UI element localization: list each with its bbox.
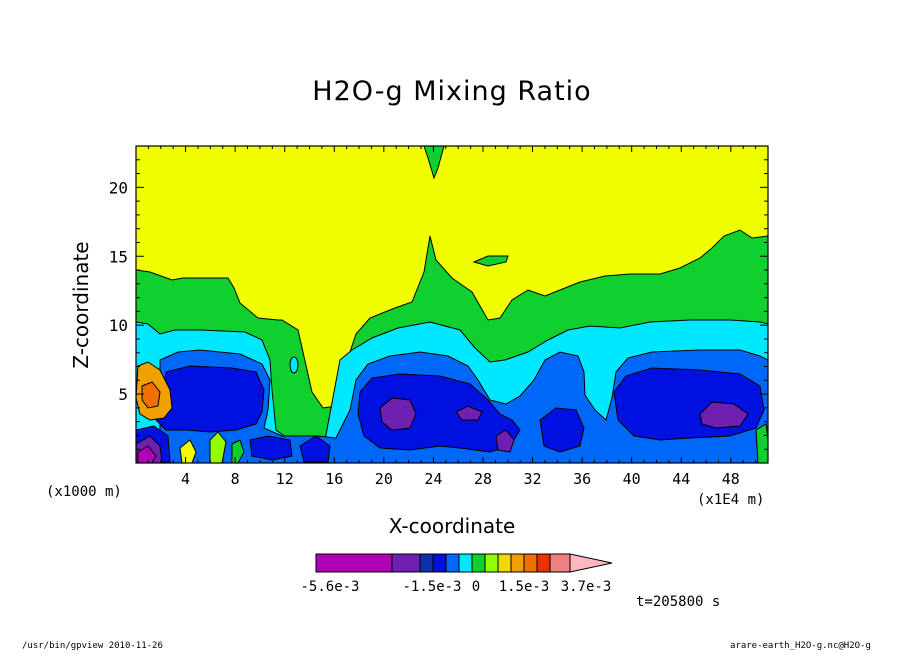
colorbar-cell	[445, 553, 460, 573]
field-darkblue-3	[539, 407, 585, 453]
y-tick-label: 15	[109, 247, 128, 266]
x-tick-label: 4	[181, 470, 190, 488]
x-tick-label: 40	[623, 470, 641, 488]
x-tick-label: 24	[424, 470, 442, 488]
colorbar-label: 3.7e-3	[561, 579, 612, 595]
x-scale-label: (x1E4 m)	[697, 492, 765, 508]
field-cyan-small	[289, 356, 299, 374]
field-green-blob	[472, 255, 509, 267]
field-speck-4	[755, 423, 768, 463]
colorbar	[315, 553, 613, 573]
footer-left: /usr/bin/gpview 2010-11-26	[22, 641, 163, 651]
colorbar-label: -5.6e-3	[300, 579, 359, 595]
x-unit-label: (x1000 m)	[46, 484, 122, 500]
y-tick-label: 5	[118, 385, 128, 404]
field-purple-6	[137, 445, 157, 463]
colorbar-cell	[458, 553, 473, 573]
field-purple-4	[699, 401, 749, 429]
chart-title: H2O-g Mixing Ratio	[312, 76, 592, 107]
footer-right: arare-earth_H2O-g.nc@H2O-g	[730, 641, 871, 651]
colorbar-cell	[523, 553, 538, 573]
time-label: t=205800 s	[636, 594, 721, 610]
x-tick-label: 44	[672, 470, 690, 488]
colorbar-cell	[419, 553, 434, 573]
colorbar-cell	[536, 553, 551, 573]
colorbar-arrow	[569, 553, 613, 573]
x-tick-label: 16	[325, 470, 343, 488]
y-axis-label: Z-coordinate	[69, 241, 93, 369]
x-axis-label: X-coordinate	[388, 514, 516, 538]
x-tick-label: 20	[375, 470, 393, 488]
plot-frame	[135, 145, 769, 464]
field-green-top	[423, 146, 445, 180]
colorbar-label: 0	[472, 579, 480, 595]
x-tick-label: 8	[231, 470, 240, 488]
colorbar-cell	[497, 553, 512, 573]
field-speck-1	[209, 431, 227, 463]
field-purple-3	[495, 429, 515, 453]
field-darkblue-2	[357, 373, 521, 453]
colorbar-label: -1.5e-3	[402, 579, 461, 595]
colorbar-cell	[471, 553, 486, 573]
field-darkorange	[141, 381, 161, 409]
field-purple-2	[455, 405, 483, 421]
colorbar-cell	[484, 553, 499, 573]
colorbar-label: 1.5e-3	[499, 579, 550, 595]
contour-field	[136, 146, 768, 463]
field-speck-2	[179, 439, 197, 463]
field-purple-1	[379, 397, 417, 431]
x-tick-label: 36	[573, 470, 591, 488]
y-tick-label: 10	[109, 316, 128, 335]
x-tick-label: 32	[524, 470, 542, 488]
field-darkblue-5	[249, 435, 293, 461]
colorbar-labels: -5.6e-3 -1.5e-3 0 1.5e-3 3.7e-3	[300, 579, 611, 595]
x-tick-label: 12	[276, 470, 294, 488]
field-darkblue-4	[613, 367, 765, 441]
x-axis: 4 8 12 16 20 24 28 32 36 40 44 48	[147, 146, 757, 488]
x-tick-label: 48	[722, 470, 740, 488]
y-axis: 5 10 15 20	[109, 159, 768, 450]
colorbar-cell	[510, 553, 525, 573]
colorbar-cell	[391, 553, 421, 573]
field-darkblue	[155, 365, 265, 433]
colorbar-cell	[315, 553, 393, 573]
colorbar-cell	[432, 553, 447, 573]
field-darkblue-6	[299, 435, 331, 463]
colorbar-cell	[549, 553, 571, 573]
y-tick-label: 20	[109, 178, 128, 197]
x-tick-label: 28	[474, 470, 492, 488]
